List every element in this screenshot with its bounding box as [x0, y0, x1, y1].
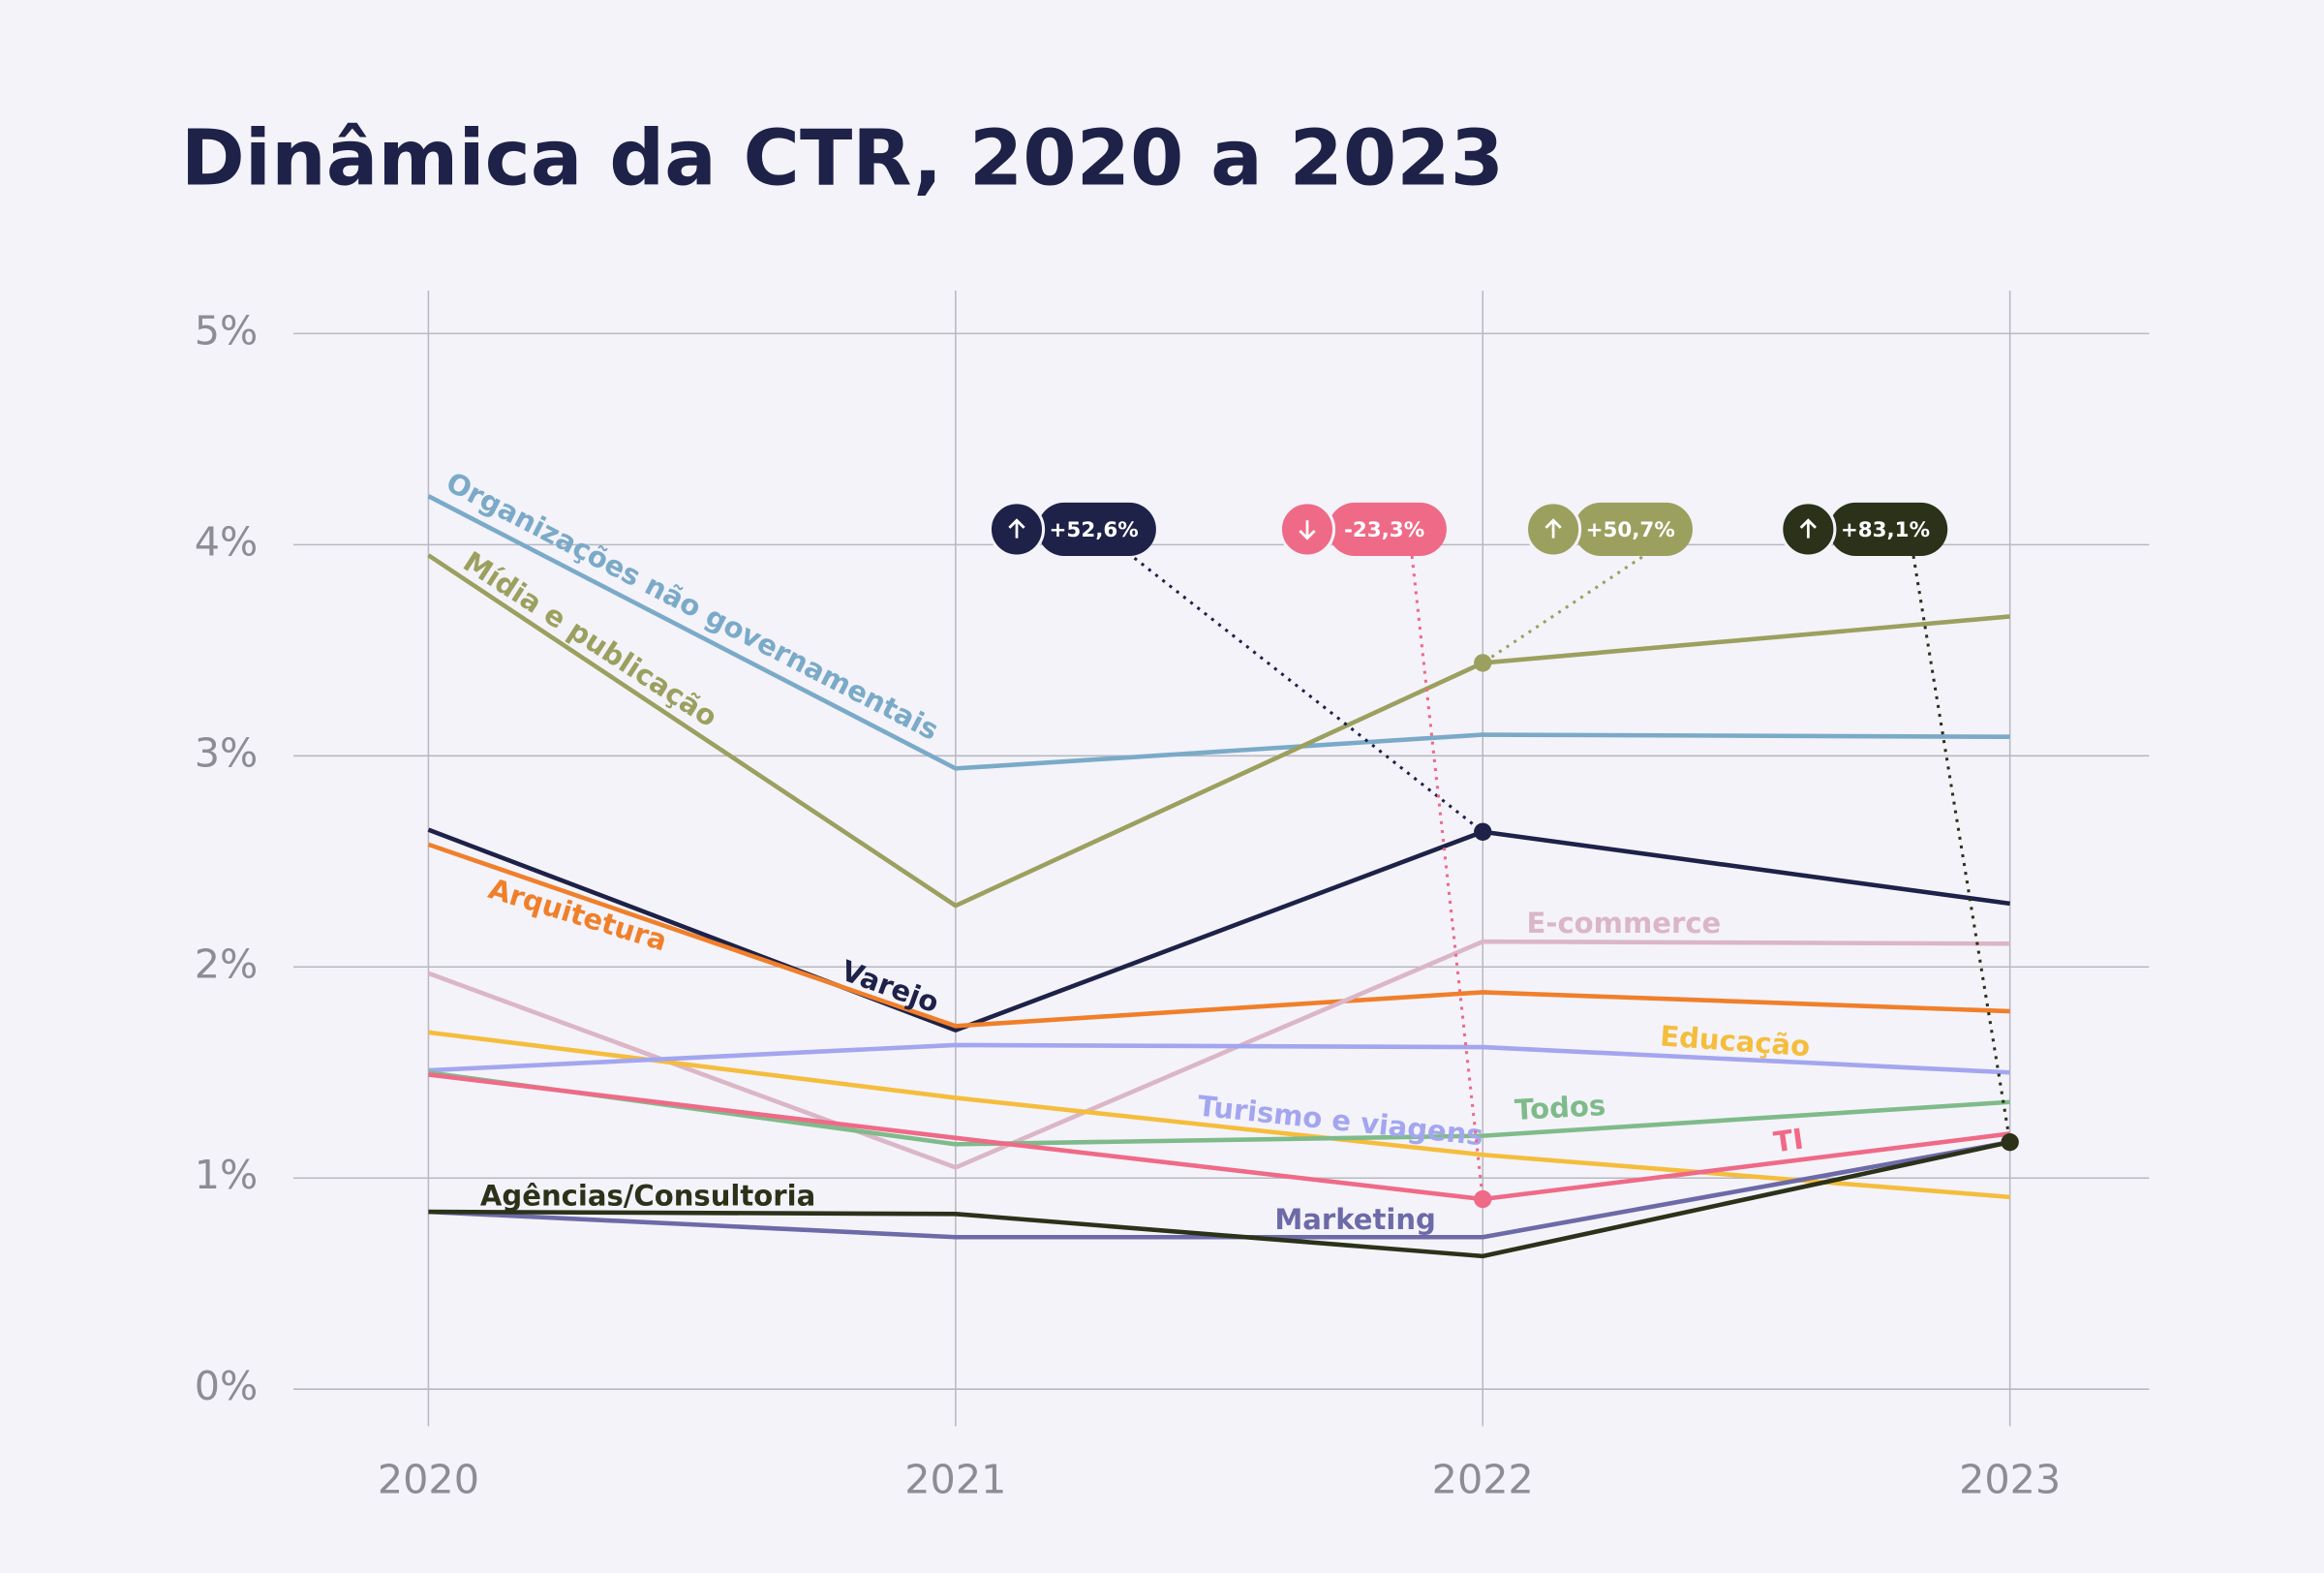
y-tick-label: 1%: [195, 1152, 259, 1198]
series-line: [427, 553, 2010, 909]
x-tick-label: 2022: [1432, 1457, 1534, 1503]
annotation-pill: [1828, 502, 1948, 556]
series-label: Marketing: [1274, 1203, 1436, 1236]
annotation-point: [1474, 654, 1492, 672]
annotation-text: +83,1%: [1841, 518, 1930, 542]
y-tick-label: 3%: [195, 729, 259, 776]
series-label: E-commerce: [1527, 907, 1722, 940]
series-line: [427, 827, 2010, 1033]
y-tick-label: 4%: [195, 518, 259, 565]
annotation-text: -23,3%: [1344, 518, 1424, 542]
annotation-text: +52,6%: [1049, 518, 1138, 542]
x-tick-label: 2020: [378, 1457, 479, 1503]
x-tick-label: 2021: [904, 1457, 1006, 1503]
series-line: [428, 1072, 2010, 1202]
annotation-arrow: [1544, 518, 1562, 539]
annotation-point: [1474, 822, 1492, 841]
annotation-arrow: [1799, 518, 1817, 539]
series-label: Agências/Consultoria: [480, 1180, 815, 1213]
series-line: [428, 1139, 2011, 1259]
annotation-leader: [1119, 545, 1484, 833]
annotation-point: [2001, 1132, 2019, 1152]
annotation-text: +50,7%: [1586, 518, 1675, 542]
series-line: [428, 1030, 2010, 1200]
annotation-arrow: [1299, 520, 1316, 540]
x-tick-label: 2023: [1959, 1457, 2061, 1503]
series-line: [427, 939, 2010, 1170]
y-tick-label: 0%: [195, 1363, 259, 1409]
series-line: [427, 494, 2010, 771]
annotation-pill: [1037, 502, 1156, 556]
annotation-arrow: [1008, 518, 1025, 539]
series-line: [428, 1042, 2010, 1075]
y-tick-label: 2%: [195, 941, 259, 987]
y-tick-label: 5%: [195, 307, 259, 354]
chart-title: Dinâmica da CTR, 2020 a 2023: [181, 112, 1504, 202]
series-line: [427, 842, 2010, 1029]
annotation-point: [1474, 1189, 1492, 1209]
annotation-leader: [1409, 546, 1484, 1200]
series-label: TI: [1771, 1123, 1805, 1159]
annotation-leader: [1910, 546, 2012, 1143]
annotation-pill: [1328, 502, 1447, 556]
series-label: Todos: [1514, 1089, 1606, 1126]
annotation-pill: [1574, 502, 1693, 556]
